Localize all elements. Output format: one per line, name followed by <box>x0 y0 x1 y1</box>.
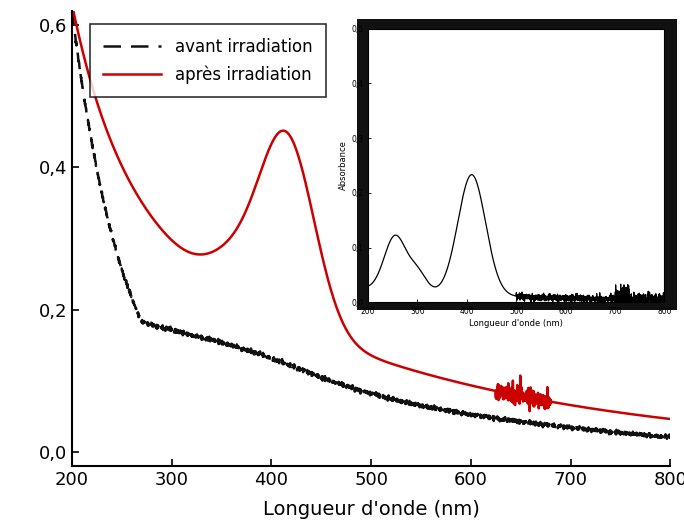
Line: après irradiation: après irradiation <box>72 3 670 419</box>
Legend: avant irradiation, après irradiation: avant irradiation, après irradiation <box>90 24 326 97</box>
avant irradiation <box>136 315 144 321</box>
après irradiation <box>655 414 663 421</box>
après irradiation <box>666 416 674 422</box>
X-axis label: Longueur d'onde (nm): Longueur d'onde (nm) <box>263 500 479 520</box>
Bar <box>357 19 677 310</box>
avant irradiation <box>68 5 76 11</box>
avant irradiation <box>298 367 306 373</box>
avant irradiation <box>663 436 671 442</box>
après irradiation <box>323 274 331 280</box>
avant irradiation <box>655 433 663 439</box>
avant irradiation <box>666 434 674 440</box>
avant irradiation <box>323 376 331 383</box>
Line: avant irradiation: avant irradiation <box>72 8 670 439</box>
avant irradiation <box>590 428 598 434</box>
après irradiation <box>172 240 180 247</box>
avant irradiation <box>172 328 180 334</box>
après irradiation <box>136 197 144 203</box>
après irradiation <box>298 163 306 169</box>
après irradiation <box>590 406 598 412</box>
après irradiation <box>68 0 76 6</box>
